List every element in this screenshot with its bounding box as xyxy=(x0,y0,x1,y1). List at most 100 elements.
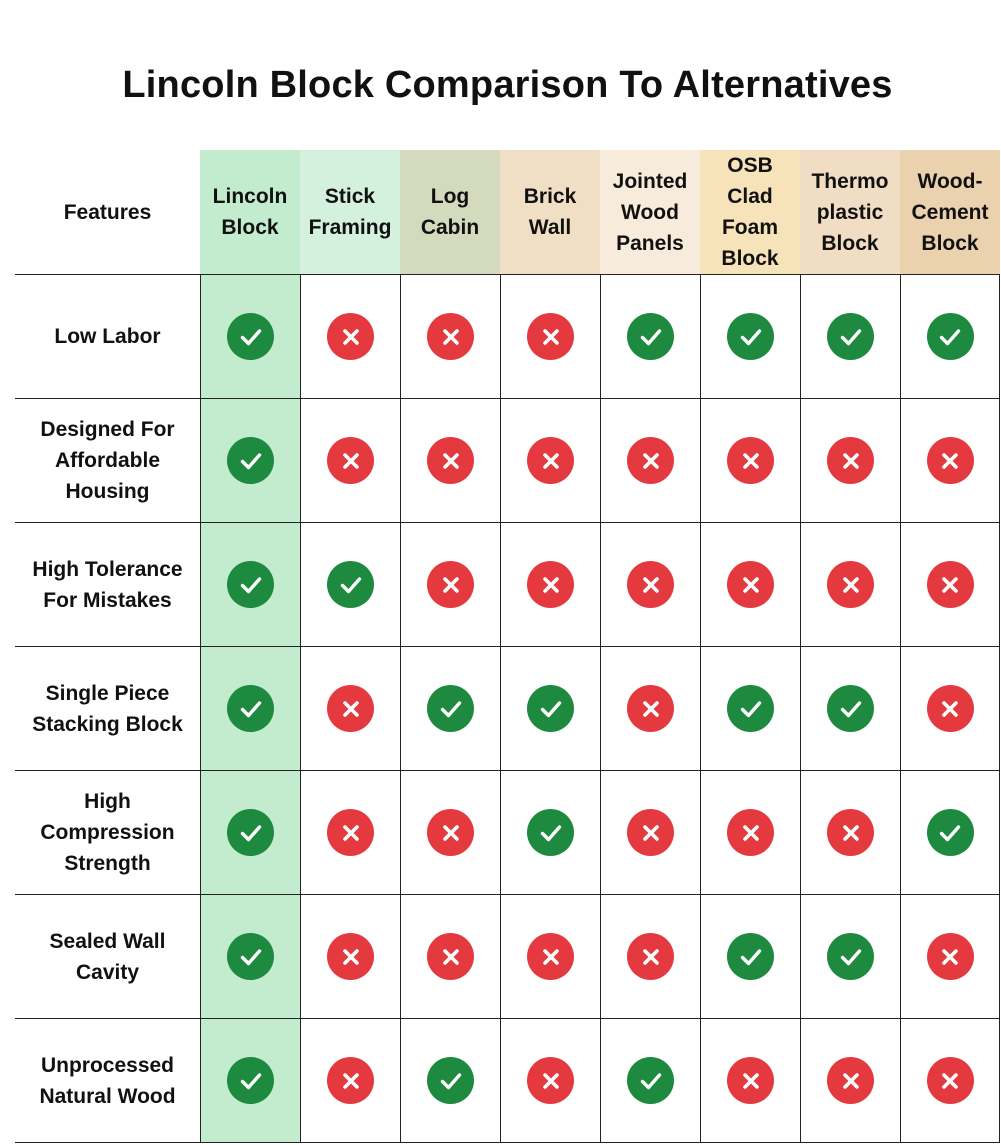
table-cell xyxy=(600,647,700,771)
feature-label-line: For Mistakes xyxy=(43,588,172,612)
feature-label-high-compression-strength: High Compression Strength xyxy=(15,771,200,895)
column-header-line: plastic xyxy=(816,200,884,224)
x-circle-icon xyxy=(627,809,674,856)
table-cell xyxy=(300,647,400,771)
table-cell xyxy=(200,275,300,399)
column-header-wood-cement-block: Wood- Cement Block xyxy=(900,150,1000,275)
x-circle-icon xyxy=(527,313,574,360)
x-circle-icon xyxy=(727,561,774,608)
table-cell xyxy=(900,895,1000,1019)
table-cell xyxy=(400,895,500,1019)
check-circle-icon xyxy=(227,313,274,360)
x-circle-icon xyxy=(427,561,474,608)
table-cell xyxy=(900,771,1000,895)
table-cell xyxy=(900,523,1000,647)
column-header-line: Block xyxy=(821,231,879,255)
x-circle-icon xyxy=(827,809,874,856)
feature-label-single-piece-stacking-block: Single Piece Stacking Block xyxy=(15,647,200,771)
column-header-brick-wall: Brick Wall xyxy=(500,150,600,275)
feature-label-line: Affordable xyxy=(55,449,160,472)
feature-label-sealed-wall-cavity: Sealed Wall Cavity xyxy=(15,895,200,1019)
feature-label-line: Strength xyxy=(64,852,151,875)
table-cell xyxy=(200,399,300,523)
check-circle-icon xyxy=(427,1057,474,1104)
table-cell xyxy=(700,399,800,523)
check-circle-icon xyxy=(727,313,774,360)
check-circle-icon xyxy=(227,561,274,608)
column-header-line: Clad xyxy=(727,185,773,208)
x-circle-icon xyxy=(926,561,974,608)
table-cell xyxy=(900,399,1000,523)
table-cell xyxy=(500,1019,600,1143)
table-cell xyxy=(800,771,900,895)
column-header-line: Block xyxy=(721,247,779,270)
column-header-line: Brick xyxy=(523,185,577,208)
x-circle-icon xyxy=(427,313,474,360)
feature-label-line: Cavity xyxy=(75,960,140,984)
table-cell xyxy=(700,647,800,771)
feature-label-low-labor: Low Labor xyxy=(15,275,200,399)
column-header-thermo-plastic-block: Thermo plastic Block xyxy=(800,150,900,275)
column-header-line: Foam xyxy=(721,216,778,239)
table-cell xyxy=(400,275,500,399)
check-circle-icon xyxy=(727,685,774,732)
table-cell xyxy=(300,275,400,399)
column-header-line: Lincoln xyxy=(212,185,288,208)
x-circle-icon xyxy=(727,1057,774,1104)
check-circle-icon xyxy=(627,1057,674,1104)
feature-label-line: Stacking Block xyxy=(32,712,183,736)
x-circle-icon xyxy=(727,809,774,856)
table-cell xyxy=(500,771,600,895)
x-circle-icon xyxy=(827,561,874,608)
feature-label-high-tolerance-for-mistakes: High Tolerance For Mistakes xyxy=(15,523,200,647)
table-cell xyxy=(600,275,700,399)
column-header-line: Framing xyxy=(308,216,392,239)
column-header-line: Jointed xyxy=(612,169,688,193)
column-header-line: Log xyxy=(430,185,470,208)
x-circle-icon xyxy=(827,437,874,484)
feature-label-line: Low Labor xyxy=(54,325,161,348)
page-title: Lincoln Block Comparison To Alternatives xyxy=(122,64,893,106)
column-header-osb-clad-foam-block: OSB Clad Foam Block xyxy=(700,150,800,275)
column-header-line: Wall xyxy=(528,216,572,239)
feature-label-line: Unprocessed xyxy=(40,1053,175,1077)
table-cell xyxy=(800,1019,900,1143)
check-circle-icon xyxy=(727,933,774,980)
check-circle-icon xyxy=(227,809,274,856)
table-cell xyxy=(300,399,400,523)
column-header-lincoln-block: Lincoln Block xyxy=(200,150,300,275)
x-circle-icon xyxy=(327,1057,374,1104)
table-cell xyxy=(600,523,700,647)
table-cell xyxy=(700,1019,800,1143)
column-header-line: Block xyxy=(921,231,979,255)
column-header-line: Stick xyxy=(324,185,376,208)
check-circle-icon xyxy=(227,685,274,732)
check-circle-icon xyxy=(327,561,374,608)
comparison-table: Features Lincoln Block Stick Framing Log Cabi… xyxy=(15,150,1000,1143)
check-circle-icon xyxy=(427,685,474,732)
x-circle-icon xyxy=(727,437,774,484)
check-circle-icon xyxy=(527,685,574,732)
x-circle-icon xyxy=(527,933,574,980)
table-cell xyxy=(900,275,1000,399)
table-cell xyxy=(200,647,300,771)
table-cell xyxy=(200,771,300,895)
table-cell xyxy=(300,523,400,647)
feature-label-line: Compression xyxy=(40,821,175,844)
x-circle-icon xyxy=(926,933,974,980)
table-cell xyxy=(400,647,500,771)
table-cell xyxy=(300,771,400,895)
feature-label-line: High Tolerance xyxy=(32,557,183,581)
x-circle-icon xyxy=(527,561,574,608)
x-circle-icon xyxy=(627,933,674,980)
column-header-jointed-wood-panels: Jointed Wood Panels xyxy=(600,150,700,275)
table-cell xyxy=(500,275,600,399)
column-header-line: OSB xyxy=(727,154,773,177)
check-circle-icon xyxy=(827,313,874,360)
x-circle-icon xyxy=(527,437,574,484)
table-cell xyxy=(600,1019,700,1143)
x-circle-icon xyxy=(627,437,674,484)
table-cell xyxy=(800,523,900,647)
feature-label-line: Designed For xyxy=(40,418,175,441)
feature-label-unprocessed-natural-wood: Unprocessed Natural Wood xyxy=(15,1019,200,1143)
